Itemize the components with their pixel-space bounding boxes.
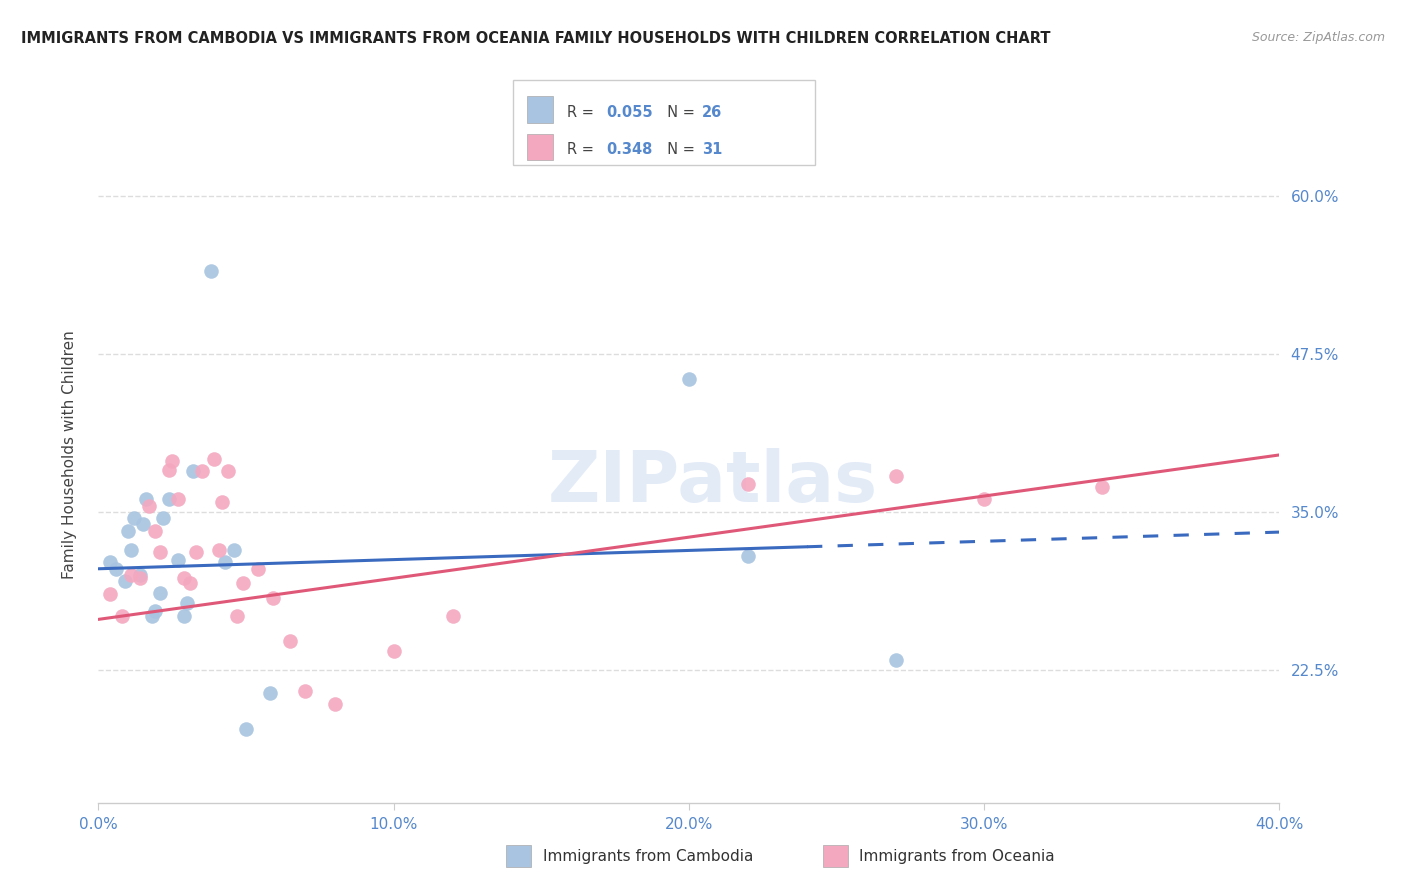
Point xyxy=(208,542,231,557)
Point xyxy=(149,586,172,600)
Text: ZIPatlas: ZIPatlas xyxy=(547,449,877,517)
Text: N =: N = xyxy=(658,142,700,157)
Point xyxy=(143,524,166,538)
Point xyxy=(120,568,142,582)
Point xyxy=(973,492,995,507)
Point xyxy=(246,562,269,576)
Point xyxy=(114,574,136,589)
Point xyxy=(884,653,907,667)
Point xyxy=(128,568,150,582)
Point xyxy=(120,542,142,557)
Point xyxy=(294,684,316,698)
Point xyxy=(162,454,183,468)
Point xyxy=(211,494,233,508)
Text: 0.055: 0.055 xyxy=(606,105,652,120)
Point xyxy=(259,686,281,700)
Point xyxy=(184,545,207,559)
Text: 0.348: 0.348 xyxy=(606,142,652,157)
Point xyxy=(117,524,139,538)
Point xyxy=(173,571,195,585)
Point xyxy=(98,587,121,601)
Point xyxy=(143,603,166,617)
Point xyxy=(202,451,225,466)
Point xyxy=(214,556,236,570)
Point xyxy=(122,511,145,525)
Point xyxy=(98,556,121,570)
Text: Source: ZipAtlas.com: Source: ZipAtlas.com xyxy=(1251,31,1385,45)
Point xyxy=(224,542,246,557)
Point xyxy=(173,608,195,623)
Point xyxy=(232,575,254,590)
Point xyxy=(323,697,346,711)
Point xyxy=(200,264,222,278)
Point xyxy=(135,492,157,507)
Point xyxy=(737,549,759,563)
Point xyxy=(138,499,160,513)
Text: 31: 31 xyxy=(702,142,721,157)
Point xyxy=(111,608,134,623)
Point xyxy=(1091,479,1114,493)
Text: 26: 26 xyxy=(702,105,721,120)
Point xyxy=(678,372,700,386)
Point xyxy=(191,464,214,478)
Point xyxy=(149,545,172,559)
Point xyxy=(176,596,198,610)
Text: N =: N = xyxy=(658,105,700,120)
Point xyxy=(128,571,150,585)
Point xyxy=(152,511,174,525)
Text: Immigrants from Oceania: Immigrants from Oceania xyxy=(859,849,1054,863)
Y-axis label: Family Households with Children: Family Households with Children xyxy=(62,331,77,579)
Point xyxy=(884,469,907,483)
Text: IMMIGRANTS FROM CAMBODIA VS IMMIGRANTS FROM OCEANIA FAMILY HOUSEHOLDS WITH CHILD: IMMIGRANTS FROM CAMBODIA VS IMMIGRANTS F… xyxy=(21,31,1050,46)
Point xyxy=(167,492,190,507)
Point xyxy=(217,464,239,478)
Point xyxy=(181,464,204,478)
Point xyxy=(262,591,284,605)
Point xyxy=(235,723,257,737)
Text: Immigrants from Cambodia: Immigrants from Cambodia xyxy=(543,849,754,863)
Text: R =: R = xyxy=(567,105,598,120)
Point xyxy=(737,477,759,491)
Point xyxy=(382,644,405,658)
Point xyxy=(179,575,201,590)
Point xyxy=(441,608,464,623)
Point xyxy=(226,608,249,623)
Point xyxy=(157,463,180,477)
Point xyxy=(278,633,302,648)
Point xyxy=(157,492,180,507)
Point xyxy=(105,562,128,576)
Point xyxy=(132,517,155,532)
Text: R =: R = xyxy=(567,142,598,157)
Point xyxy=(167,553,190,567)
Point xyxy=(141,608,163,623)
